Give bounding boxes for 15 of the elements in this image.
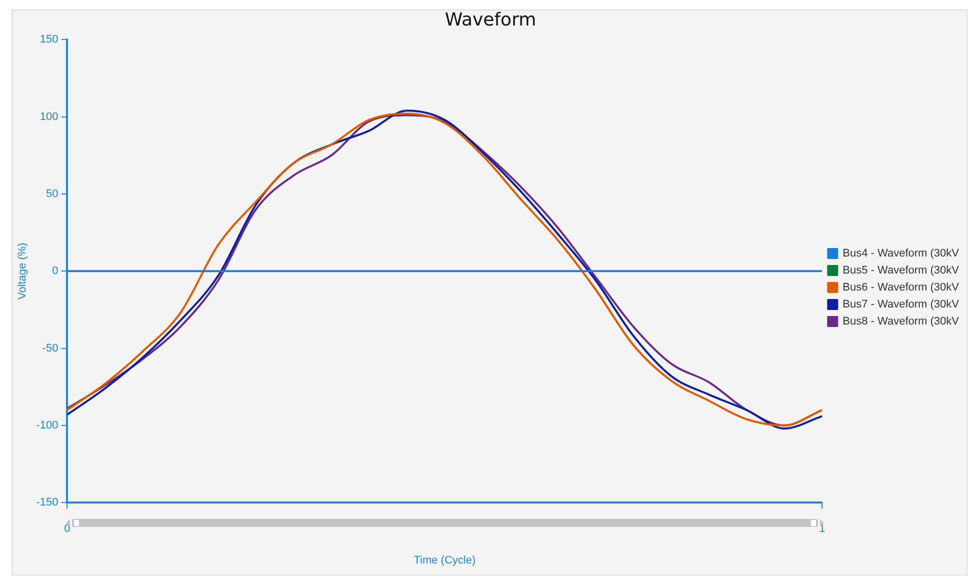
y-tick-label: -150 [36, 496, 58, 509]
legend-label: Bus6 - Waveform (30kV [842, 282, 960, 294]
y-tick-label: 50 [46, 188, 58, 200]
legend-label: Bus5 - Waveform (30kV [842, 264, 960, 277]
y-tick-label: 100 [40, 110, 58, 123]
y-tick-label: 0 [52, 265, 58, 278]
chart-title: Waveform [444, 9, 536, 30]
y-tick-label: 150 [40, 34, 58, 46]
legend-label: Bus7 - Waveform (30kV [842, 298, 960, 311]
x-axis-title: Time (Cycle) [414, 554, 476, 566]
y-tick-label: -100 [36, 419, 58, 432]
legend-label: Bus4 - Waveform (30kV [842, 248, 960, 260]
legend-label: Bus8 - Waveform (30kV [842, 316, 960, 328]
y-tick-label: -50 [42, 342, 58, 354]
y-axis-title: Voltage (%) [16, 242, 29, 300]
